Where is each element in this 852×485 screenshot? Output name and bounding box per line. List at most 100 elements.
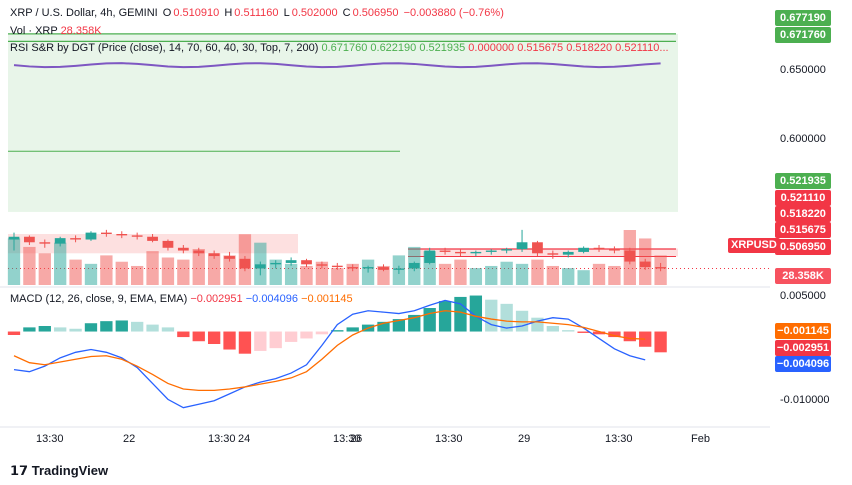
candle-body <box>254 264 266 269</box>
price-tag: 0.518220 <box>775 206 831 222</box>
volume-bar <box>546 265 559 285</box>
macd-histogram-bar <box>346 327 359 332</box>
volume-bar <box>84 263 98 285</box>
candle <box>70 235 81 243</box>
volume-bar <box>577 270 590 285</box>
candle <box>162 239 174 251</box>
candle <box>562 250 574 258</box>
macd-histogram-bar <box>223 331 236 350</box>
macd-histogram-bar <box>254 331 267 351</box>
volume-bar <box>531 259 544 285</box>
volume-bar <box>69 259 82 285</box>
candle-body <box>347 267 359 269</box>
volume-bar <box>346 263 359 285</box>
macd-histogram-bar <box>500 303 513 332</box>
candle <box>347 264 359 272</box>
volume-bar <box>54 242 67 285</box>
time-tick-label: 13:30 <box>435 433 463 445</box>
macd-histogram-bar <box>300 331 313 339</box>
volume-bar <box>100 255 113 285</box>
macd-histogram-bar <box>23 327 36 332</box>
rsi-params: (Price (close), 14, 70, 60, 40, 30, Top,… <box>97 42 319 54</box>
candle <box>39 239 51 248</box>
macd-histogram-bar <box>315 331 329 335</box>
candle-body <box>408 262 420 269</box>
rsi-value-7: 0.521110... <box>615 42 669 54</box>
macd-histogram-bar <box>177 331 190 338</box>
macd-tick-label: -0.010000 <box>780 393 830 406</box>
rsi-legend: RSI S&R by DGT (Price (close), 14, 70, 6… <box>10 41 669 55</box>
price-tag: 0.521110 <box>775 190 831 206</box>
tradingview-logo[interactable]: 𝟭𝟳 TradingView <box>10 463 108 479</box>
macd-histogram-bar <box>115 320 128 332</box>
macd-histogram-bar <box>69 328 82 332</box>
candle-body <box>316 264 328 266</box>
time-tick-label: 13:30 <box>333 433 361 445</box>
candle-body <box>208 253 220 257</box>
candle <box>655 262 666 272</box>
macd-legend: MACD (12, 26, close, 9, EMA, EMA) −0.002… <box>10 292 353 306</box>
candle-body <box>193 250 205 254</box>
candle-body <box>455 251 466 254</box>
candle <box>470 250 482 257</box>
time-tick-label: Feb <box>691 433 710 445</box>
volume-bar <box>608 265 621 285</box>
candle-body <box>131 235 143 237</box>
volume-bar <box>562 268 575 285</box>
volume-bar <box>485 265 498 285</box>
rsi-label: RSI S&R by DGT <box>10 42 95 54</box>
macd-histogram-bar <box>7 331 21 335</box>
volume-bar <box>177 259 190 285</box>
candle-body <box>54 238 66 244</box>
candle-body <box>70 238 81 240</box>
macd-histogram-bar <box>469 295 483 332</box>
macd-histogram-bar <box>100 321 113 332</box>
candle <box>609 246 620 254</box>
candle <box>378 264 389 272</box>
candle-body <box>470 251 482 254</box>
candle <box>408 261 420 272</box>
candle-body <box>609 249 620 251</box>
candle <box>501 247 513 254</box>
macd-histogram-bar <box>192 331 205 342</box>
volume-bar <box>207 253 221 285</box>
change-value: −0.003880 (−0.76%) <box>403 7 504 19</box>
macd-histogram-bar <box>546 326 559 332</box>
volume-bar <box>331 268 344 285</box>
candle <box>316 261 328 269</box>
macd-label: MACD (12, 26, close, 9, EMA, EMA) <box>10 293 188 305</box>
macd-histogram-bar <box>284 331 298 342</box>
candle-body <box>485 250 497 252</box>
volume-label: Vol · XRP <box>10 25 58 37</box>
candle <box>578 246 590 254</box>
time-tick-label: 24 <box>238 433 251 445</box>
candle <box>116 231 128 239</box>
price-tag: 0.521935 <box>775 173 831 189</box>
volume-bar <box>515 263 529 285</box>
candle-body <box>162 240 174 248</box>
close-label: C <box>342 7 351 19</box>
macd-histogram-bar <box>608 331 621 338</box>
macd-histogram-bar <box>485 299 498 332</box>
candle <box>270 260 282 269</box>
open-label: O <box>162 7 172 19</box>
macd-histogram-bar <box>531 317 544 332</box>
macd-histogram-bar <box>161 327 175 332</box>
macd-histogram-bar <box>54 327 67 332</box>
price-tag: 0.671760 <box>775 27 831 43</box>
volume-bar <box>38 253 51 285</box>
candle <box>485 249 497 255</box>
macd-histogram-bar <box>131 321 144 332</box>
candle <box>224 251 235 262</box>
volume-bar <box>454 259 467 285</box>
candle <box>208 250 220 259</box>
macd-histogram-bar <box>454 296 467 332</box>
time-tick-label: 13:30 <box>208 433 236 445</box>
candle-body <box>562 251 574 255</box>
macd-histogram-bar <box>623 331 636 342</box>
candle <box>24 235 35 246</box>
candle-body <box>378 267 389 270</box>
symbol-title: XRP / U.S. Dollar, 4h, GEMINI <box>10 7 158 19</box>
price-tag: 0.677190 <box>775 10 831 26</box>
